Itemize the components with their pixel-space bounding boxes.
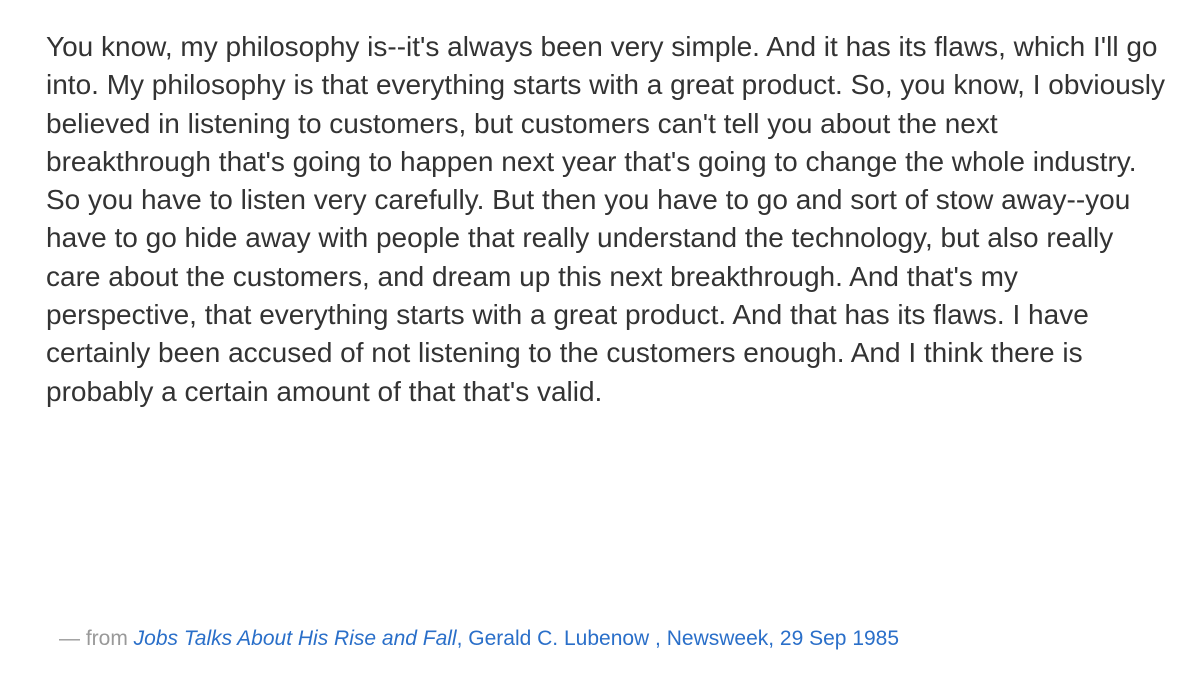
attribution-prefix: — from (59, 627, 134, 650)
quote-attribution: — from Jobs Talks About His Rise and Fal… (59, 624, 899, 654)
source-title[interactable]: Jobs Talks About His Rise and Fall (133, 627, 457, 650)
quote-text: You know, my philosophy is--it's always … (46, 31, 1166, 407)
source-details[interactable]: , Gerald C. Lubenow , Newsweek, 29 Sep 1… (456, 627, 900, 650)
source-link[interactable]: Jobs Talks About His Rise and Fall, Gera… (134, 627, 899, 650)
